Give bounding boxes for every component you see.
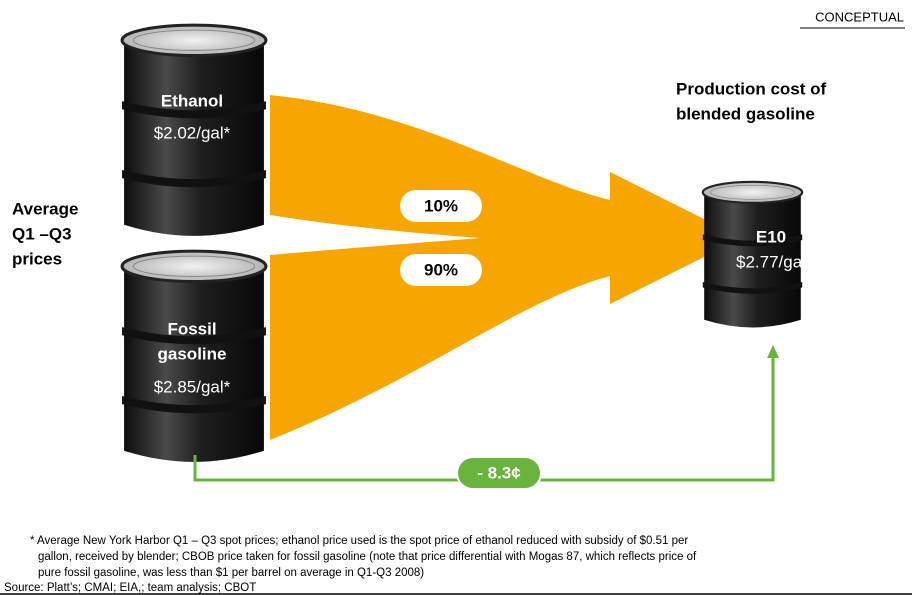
barrel-name: Ethanol [161, 91, 223, 110]
savings: - 8.3¢ [477, 463, 521, 482]
footnote: pure fossil gasoline, was less than $1 p… [38, 567, 424, 579]
flow-arrow [270, 95, 742, 440]
result-label: blended gasoline [676, 104, 815, 123]
savings-arrowhead [767, 345, 779, 358]
share: 90% [424, 260, 458, 279]
barrel-name: E10 [756, 227, 786, 246]
barrel-price: $2.85/gal* [154, 377, 231, 396]
left-label: Average [12, 199, 78, 218]
tag: CONCEPTUAL [815, 9, 904, 24]
slide: CONCEPTUAL Ethanol $2.02/gal* Fossil gas… [0, 0, 912, 595]
footnote: gallon, received by blender; CBOB price … [38, 551, 697, 563]
left-label: Q1 –Q3 [12, 224, 72, 243]
barrel-price: $2.02/gal* [154, 123, 231, 142]
result-label: Production cost of [676, 79, 827, 98]
barrel-name: Fossil [167, 319, 216, 338]
source: Source: Platt’s; CMAI; EIA,; team analys… [4, 582, 256, 594]
left-label: prices [12, 249, 62, 268]
barrel-price: $2.77/gal [736, 252, 806, 271]
share: 10% [424, 196, 458, 215]
barrel-name: gasoline [158, 344, 227, 363]
footnote: * Average New York Harbor Q1 – Q3 spot p… [30, 535, 688, 547]
